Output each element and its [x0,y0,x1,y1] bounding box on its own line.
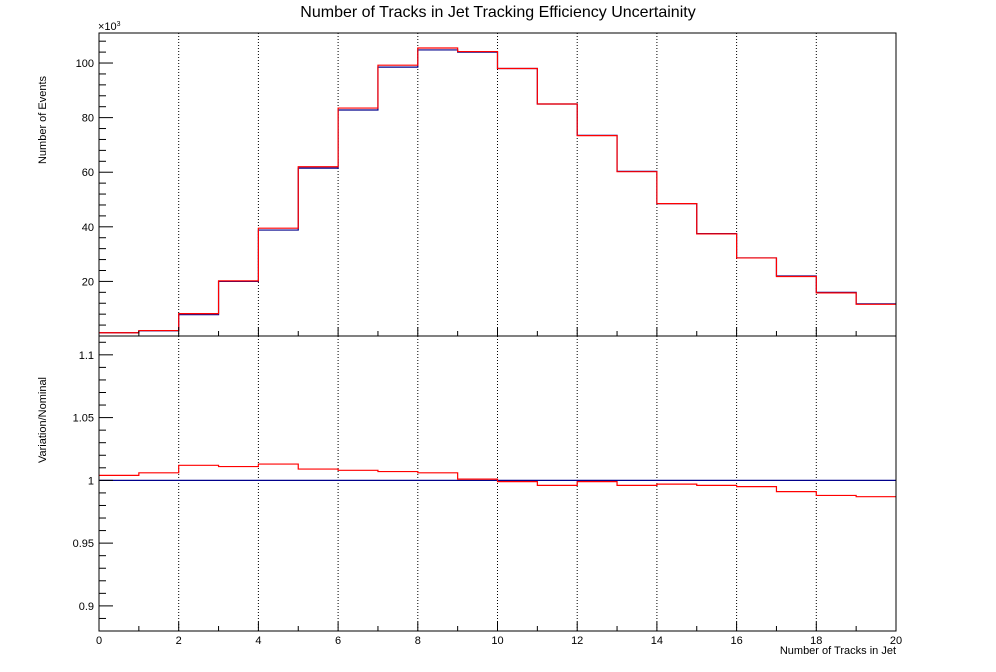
bottom-axis-ticks: 0 2 4 6 8 10 12 14 16 18 20 0.9 0.95 1 1.05 1.1 [73,341,902,647]
bottom-y-axis-label: Variation/Nominal [37,377,49,463]
x-axis-label: Number of Tracks in Jet [780,645,896,657]
top-axis-ticks: 20 40 60 80 100 [76,40,897,336]
x-tick-label: 16 [730,635,742,647]
x-tick-label: 6 [335,635,341,647]
x-tick-label: 2 [176,635,182,647]
bottom-y-tick-label: 0.95 [73,538,94,550]
bottom-gridlines [178,336,817,631]
x-tick-label: 12 [571,635,583,647]
top-series-group [99,47,896,334]
top-y-tick-label: 60 [82,167,94,179]
top-y-axis-label: Number of Events [37,75,49,164]
top-y-tick-label: 20 [82,276,94,288]
x-tick-label: 20 [890,635,902,647]
x-tick-label: 18 [810,635,822,647]
y-exponent-base: ×10 [98,21,117,33]
x-tick-label: 14 [651,635,663,647]
bottom-y-tick-label: 1.05 [73,413,94,425]
top-panel: 20 40 60 80 100 Number of Events ×103 [37,21,897,337]
x-tick-label: 0 [96,635,102,647]
y-exponent-label: ×103 [98,21,121,33]
bottom-y-tick-label: 0.9 [79,601,94,613]
bottom-panel: 0 2 4 6 8 10 12 14 16 18 20 0.9 0.95 1 1.05 1.1 Variati… [37,335,902,657]
top-series-2-line [99,47,896,334]
y-exponent-power: 3 [117,21,121,28]
x-tick-label: 4 [255,635,261,647]
bottom-y-tick-label: 1.1 [79,350,94,362]
x-tick-label: 8 [415,635,421,647]
bottom-series-1-line [99,463,896,498]
top-y-tick-label: 80 [82,113,94,125]
top-y-tick-label: 100 [76,58,94,70]
top-gridlines [178,33,817,336]
bottom-series-group [99,463,896,498]
x-tick-label: 10 [491,635,503,647]
bottom-y-tick-label: 1 [88,475,94,487]
chart-title: Number of Tracks in Jet Tracking Efficie… [300,4,695,21]
top-y-tick-label: 40 [82,222,94,234]
